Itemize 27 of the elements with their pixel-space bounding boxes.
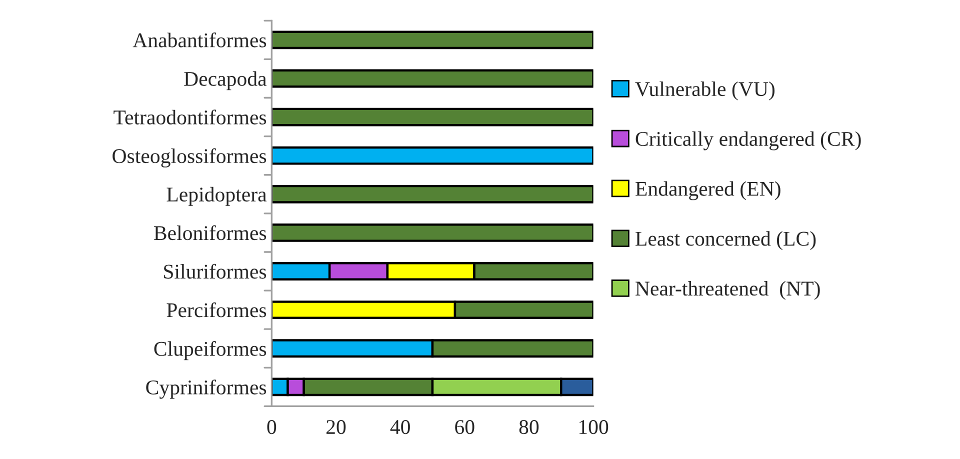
y-tick-label: Lepidoptera [166,186,267,206]
legend-label: Endangered (EN) [636,181,780,200]
y-tick-label: Clupeiformes [154,341,266,360]
y-tick-label: Anabantiformes [132,32,266,48]
legend-label: Vulnerable (VU) [635,81,775,100]
legend-label: Least concerned (LC) [636,231,816,250]
y-tick-label: Osteoglossiformes [112,148,266,168]
x-tick-label: 60 [455,420,474,434]
y-tick-label: Tetraodontiformes [114,110,266,124]
y-tick-label: Siluriformes [164,264,266,279]
bar [272,108,594,126]
x-tick-label: 80 [519,420,539,434]
y-tick-label: Decapoda [184,71,267,90]
x-tick-label: 0 [267,420,276,434]
x-tick-label: 20 [326,420,346,434]
bar [272,69,594,88]
x-tick-label: 40 [390,420,410,434]
y-tick-label: Beloniformes [154,225,266,240]
x-tick-label: 100 [579,420,608,434]
y-tick-label: Perciformes [166,302,266,318]
legend-label: Near-threatened (NT) [636,280,820,300]
legend-label: Critically endangered (CR) [636,131,861,150]
bar [272,224,594,242]
bar [272,146,594,165]
y-tick-label: Cypriniformes [146,380,266,399]
bar [272,30,594,50]
bar [272,184,594,204]
